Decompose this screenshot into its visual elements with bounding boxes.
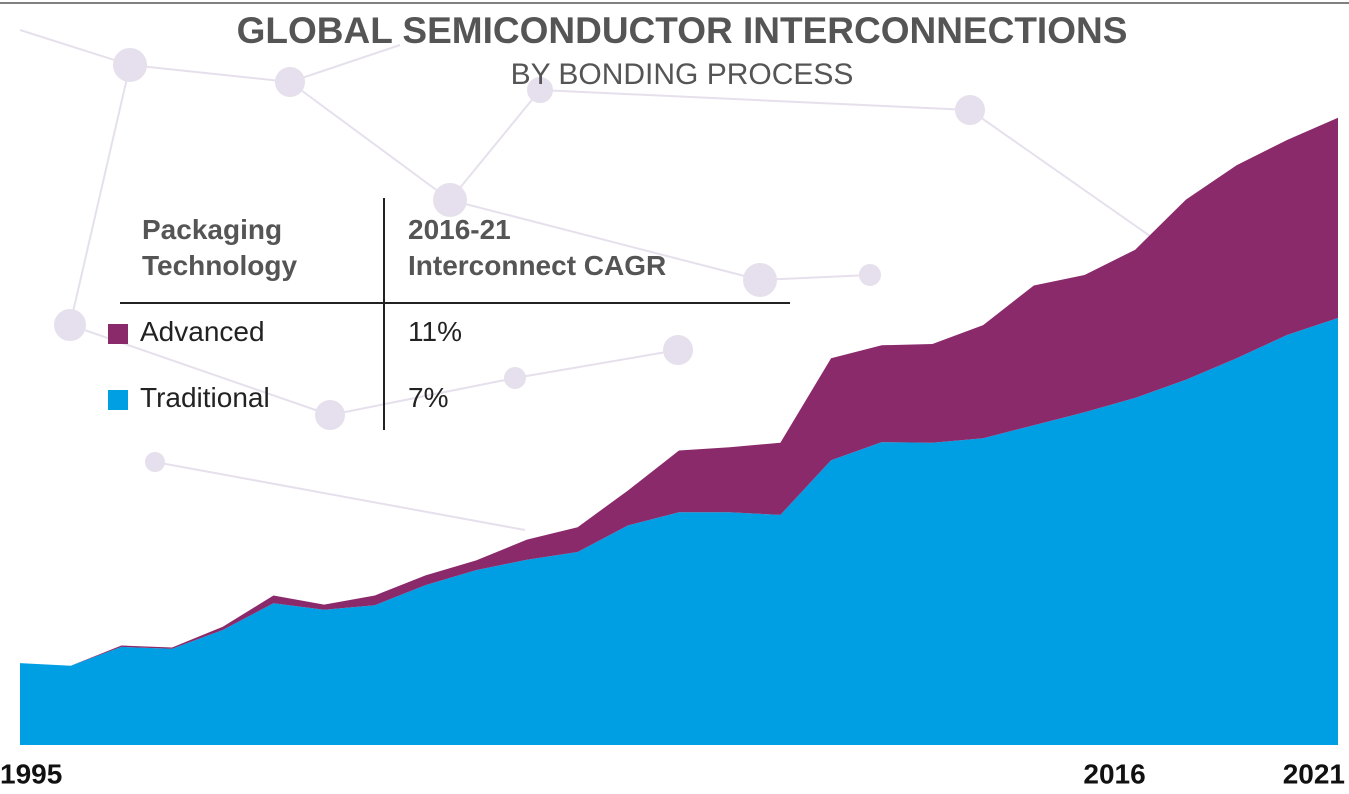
- table-header: Packaging Technology: [142, 212, 297, 284]
- chart-title: GLOBAL SEMICONDUCTOR INTERCONNECTIONS: [237, 10, 1128, 51]
- cagr-value: 7%: [408, 382, 449, 413]
- header-line: Technology: [142, 250, 298, 281]
- header-line: Packaging: [142, 214, 283, 245]
- legend-table: Packaging Technology 2016-21 Interconnect …: [108, 198, 790, 430]
- legend-swatch: [108, 323, 128, 344]
- area: [20, 317, 1338, 745]
- header-line: 2016-21: [408, 214, 511, 245]
- table-divider: [383, 198, 385, 430]
- legend-swatch: [108, 389, 128, 410]
- cagr-value: 11%: [408, 316, 462, 347]
- table-header: 2016-21 Interconnect CAGR: [408, 212, 666, 284]
- x-tick-label: 2016: [1083, 758, 1145, 789]
- legend-label: Advanced: [140, 316, 265, 347]
- x-tick-label: 1995: [0, 758, 62, 789]
- legend-row: Advanced 11%: [108, 316, 790, 348]
- chart-subtitle: BY BONDING PROCESS: [511, 58, 854, 91]
- x-tick-label: 2021: [1283, 758, 1345, 789]
- header-line: Interconnect CAGR: [408, 250, 667, 281]
- area: [20, 117, 1338, 666]
- legend-label: Traditional: [140, 382, 270, 413]
- legend-row: Traditional 7%: [108, 382, 790, 414]
- table-divider: [120, 302, 790, 304]
